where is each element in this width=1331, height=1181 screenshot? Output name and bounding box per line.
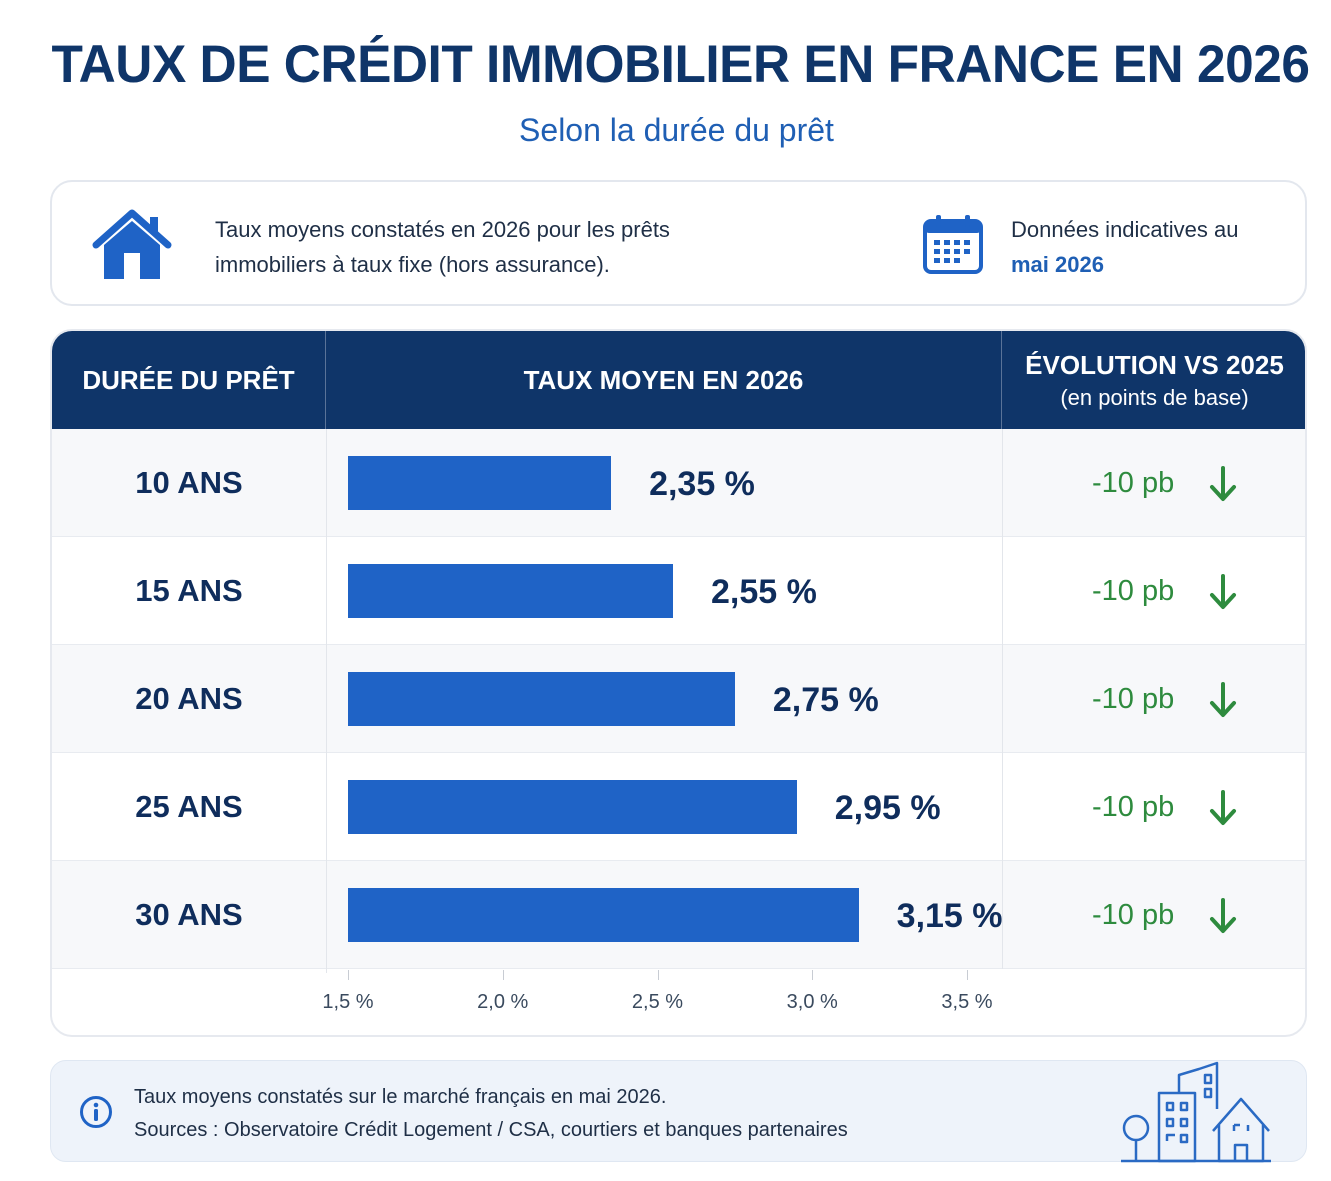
table-row: 20 ANS 2,75 % -10 pb	[52, 645, 1305, 753]
duration-label: 25 ANS	[135, 789, 243, 824]
calendar-icon	[923, 215, 983, 274]
info-description: Taux moyens constatés en 2026 pour les p…	[215, 212, 670, 282]
evolution-value: -10 pb	[1092, 899, 1175, 931]
axis-tick-label: 1,5 %	[322, 991, 374, 1013]
evolution-value: -10 pb	[1092, 467, 1175, 499]
city-illustration-icon	[1121, 1061, 1271, 1163]
page-subtitle: Selon la durée du prêt	[519, 112, 834, 148]
axis-tick	[967, 970, 968, 980]
footer-line-2: Sources : Observatoire Crédit Logement /…	[134, 1119, 848, 1141]
table-header: DURÉE DU PRÊT TAUX MOYEN EN 2026 ÉVOLUTI…	[52, 331, 1305, 429]
rate-bar	[348, 456, 612, 510]
axis-tick	[812, 970, 814, 980]
evolution-value: -10 pb	[1092, 683, 1175, 715]
rate-value-label: 2,95 %	[834, 789, 941, 827]
footer-line-1: Taux moyens constatés sur le marché fran…	[134, 1086, 667, 1108]
arrow-down-icon	[1210, 682, 1236, 717]
table-row: 30 ANS 3,15 % -10 pb	[52, 861, 1305, 969]
rate-bar	[348, 672, 735, 726]
arrow-down-icon	[1210, 790, 1236, 825]
date-line-2: mai 2026	[1011, 252, 1104, 277]
header-rate: TAUX MOYEN EN 2026	[326, 331, 1002, 429]
rate-value-label: 2,35 %	[649, 465, 755, 503]
axis-tick	[348, 970, 349, 980]
rate-bar	[348, 780, 797, 834]
axis-tick-label: 2,5 %	[631, 991, 684, 1013]
axis-tick-label: 3,5 %	[941, 991, 993, 1013]
header-evolution: ÉVOLUTION VS 2025 (en points de base)	[1025, 349, 1284, 410]
table-row: 15 ANS 2,55 % -10 pb	[52, 537, 1305, 645]
info-line-1: Taux moyens constatés en 2026 pour les p…	[215, 217, 670, 242]
info-line-2: immobiliers à taux fixe (hors assurance)…	[215, 252, 610, 277]
axis-tick-label: 2,0 %	[477, 991, 529, 1013]
date-line-1: Données indicatives au	[1011, 217, 1239, 242]
column-divider	[1002, 429, 1003, 969]
info-box: Taux moyens constatés en 2026 pour les p…	[50, 180, 1307, 306]
table-row: 25 ANS 2,95 % -10 pb	[52, 753, 1305, 861]
rate-value-label: 2,75 %	[772, 681, 879, 719]
axis-tick	[502, 970, 504, 980]
arrow-down-icon	[1210, 466, 1236, 501]
duration-label: 30 ANS	[135, 897, 243, 932]
arrow-down-icon	[1210, 898, 1236, 933]
rate-bar	[348, 888, 859, 942]
evolution-value: -10 pb	[1092, 791, 1175, 823]
column-divider	[326, 429, 327, 973]
rate-value-label: 3,15 %	[896, 897, 1003, 935]
rates-table: DURÉE DU PRÊT TAUX MOYEN EN 2026 ÉVOLUTI…	[50, 329, 1307, 1037]
axis-tick-label: 3,0 %	[786, 991, 838, 1013]
info-icon	[80, 1096, 112, 1128]
table-row: 10 ANS 2,35 % -10 pb	[52, 429, 1305, 537]
rate-value-label: 2,55 %	[710, 573, 817, 611]
data-date: Données indicatives au mai 2026	[1011, 212, 1238, 282]
house-icon	[92, 209, 172, 279]
arrow-down-icon	[1210, 574, 1236, 609]
duration-label: 20 ANS	[135, 681, 243, 716]
duration-label: 10 ANS	[135, 465, 243, 500]
duration-label: 15 ANS	[135, 573, 243, 608]
rate-bar	[348, 564, 673, 618]
page-title: TAUX DE CRÉDIT IMMOBILIER EN FRANCE EN 2…	[51, 35, 1310, 94]
axis-tick	[657, 970, 659, 980]
footer-text: Taux moyens constatés sur le marché fran…	[134, 1081, 848, 1147]
header-duration: DURÉE DU PRÊT	[52, 331, 326, 429]
footer-note: Taux moyens constatés sur le marché fran…	[50, 1060, 1307, 1163]
evolution-value: -10 pb	[1092, 575, 1175, 607]
